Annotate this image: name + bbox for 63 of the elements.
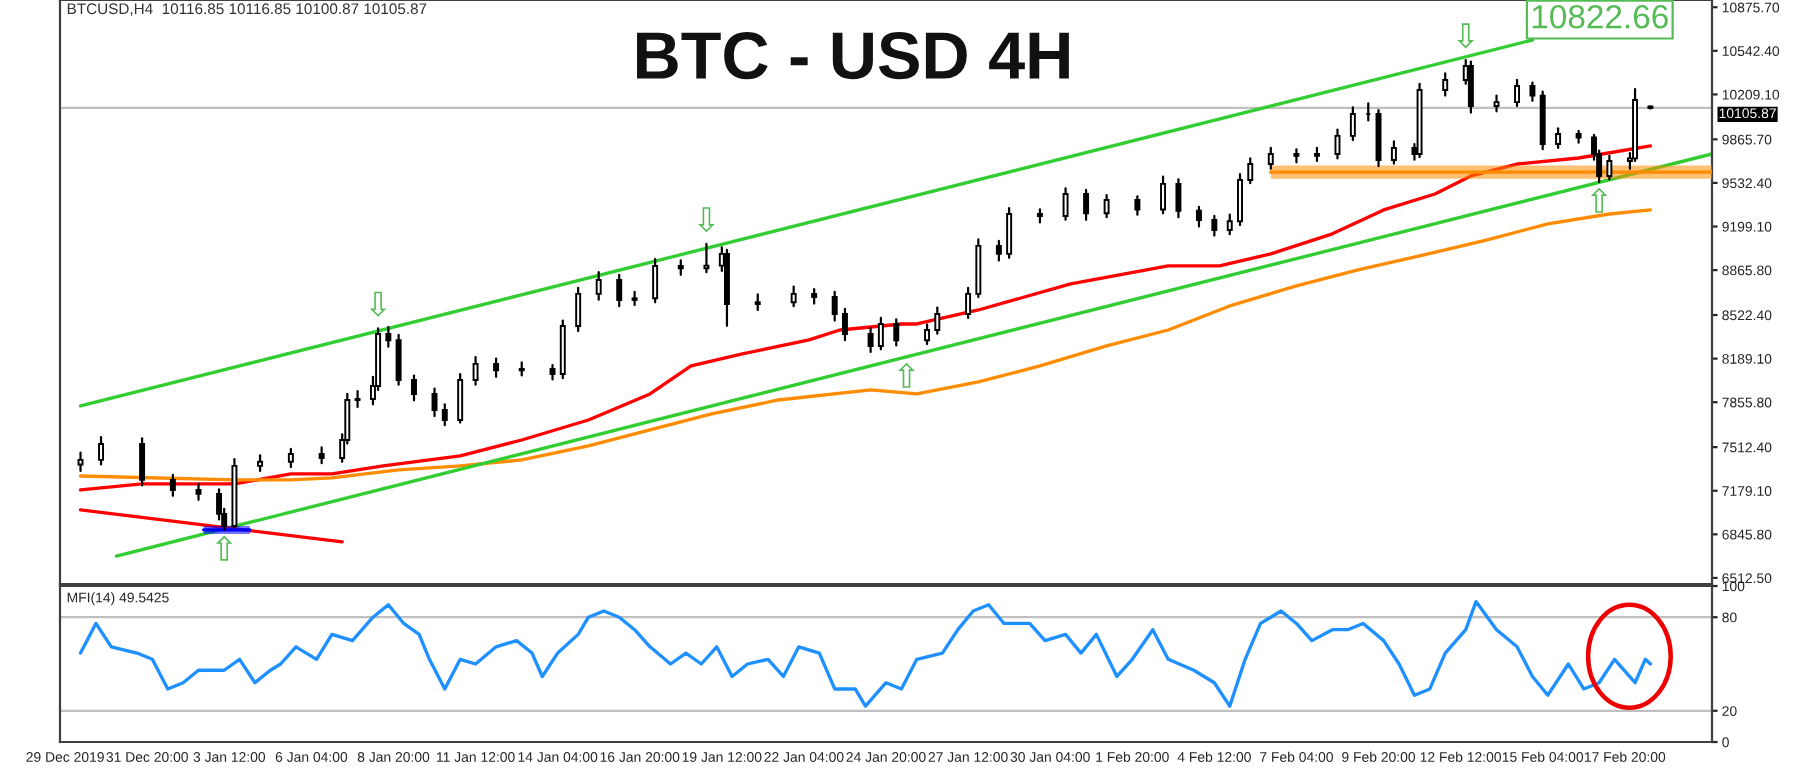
candlestick [1160,175,1167,215]
line-series [78,144,1653,492]
annotation: ⇩ [1457,23,1475,49]
candlestick [575,286,582,333]
candlestick [616,273,623,308]
candlestick [1267,146,1274,170]
annotation: ⇧ [215,535,233,561]
candlestick [139,437,146,487]
candlestick [195,482,202,501]
annotation: ⇧ [1590,187,1608,213]
candlestick [1293,148,1300,164]
candlestick [703,242,710,274]
candlestick [1493,94,1500,113]
candlestick [98,435,105,466]
candlestick [411,374,417,402]
candlestick [1529,81,1536,102]
candlestick [867,327,874,354]
candlestick [1575,129,1582,144]
candlestick [472,356,479,386]
candlestick [1006,206,1013,259]
candlestick [354,390,361,409]
candlestick [1175,178,1182,219]
annotation: ⇩ [369,291,387,317]
candlestick [934,306,941,335]
candlestick [441,403,448,427]
candlestick [924,323,931,346]
candlestick [457,373,464,424]
candlestick [1062,187,1069,221]
candlestick [169,473,176,497]
candlestick [1349,106,1356,142]
candlestick [1134,195,1141,216]
candlestick [1226,213,1233,236]
candlestick [1390,140,1397,165]
candlestick [1237,172,1243,227]
candlestick [831,290,838,322]
candlestick [287,447,294,469]
candlestick [1555,127,1562,150]
candlestick [1606,154,1613,181]
candlestick [1103,193,1110,219]
candlestick [1467,60,1474,114]
candlestick [559,319,566,380]
candlestick [652,258,659,304]
candlestick [995,239,1002,262]
candlestick [385,326,392,348]
candlestick [841,307,848,342]
chart-title: BTC - USD 4H [637,32,1069,80]
candlestick [1514,78,1521,108]
annotation: ⇧ [898,362,915,388]
candlestick [395,333,402,386]
candlestick [965,286,972,320]
annotation: 10822.66 [1532,4,1668,29]
candlestick [1247,157,1254,185]
candlestick [1195,205,1202,228]
candlestick [595,271,602,301]
candlestick [1211,214,1218,237]
candlestick [1083,188,1090,221]
candlestick [1442,72,1449,97]
candlestick [493,357,500,378]
candlestick [877,316,884,351]
candlestick [631,290,638,306]
candlestick [790,285,797,308]
annotation: ⇩ [698,207,715,233]
candlestick [893,318,900,347]
